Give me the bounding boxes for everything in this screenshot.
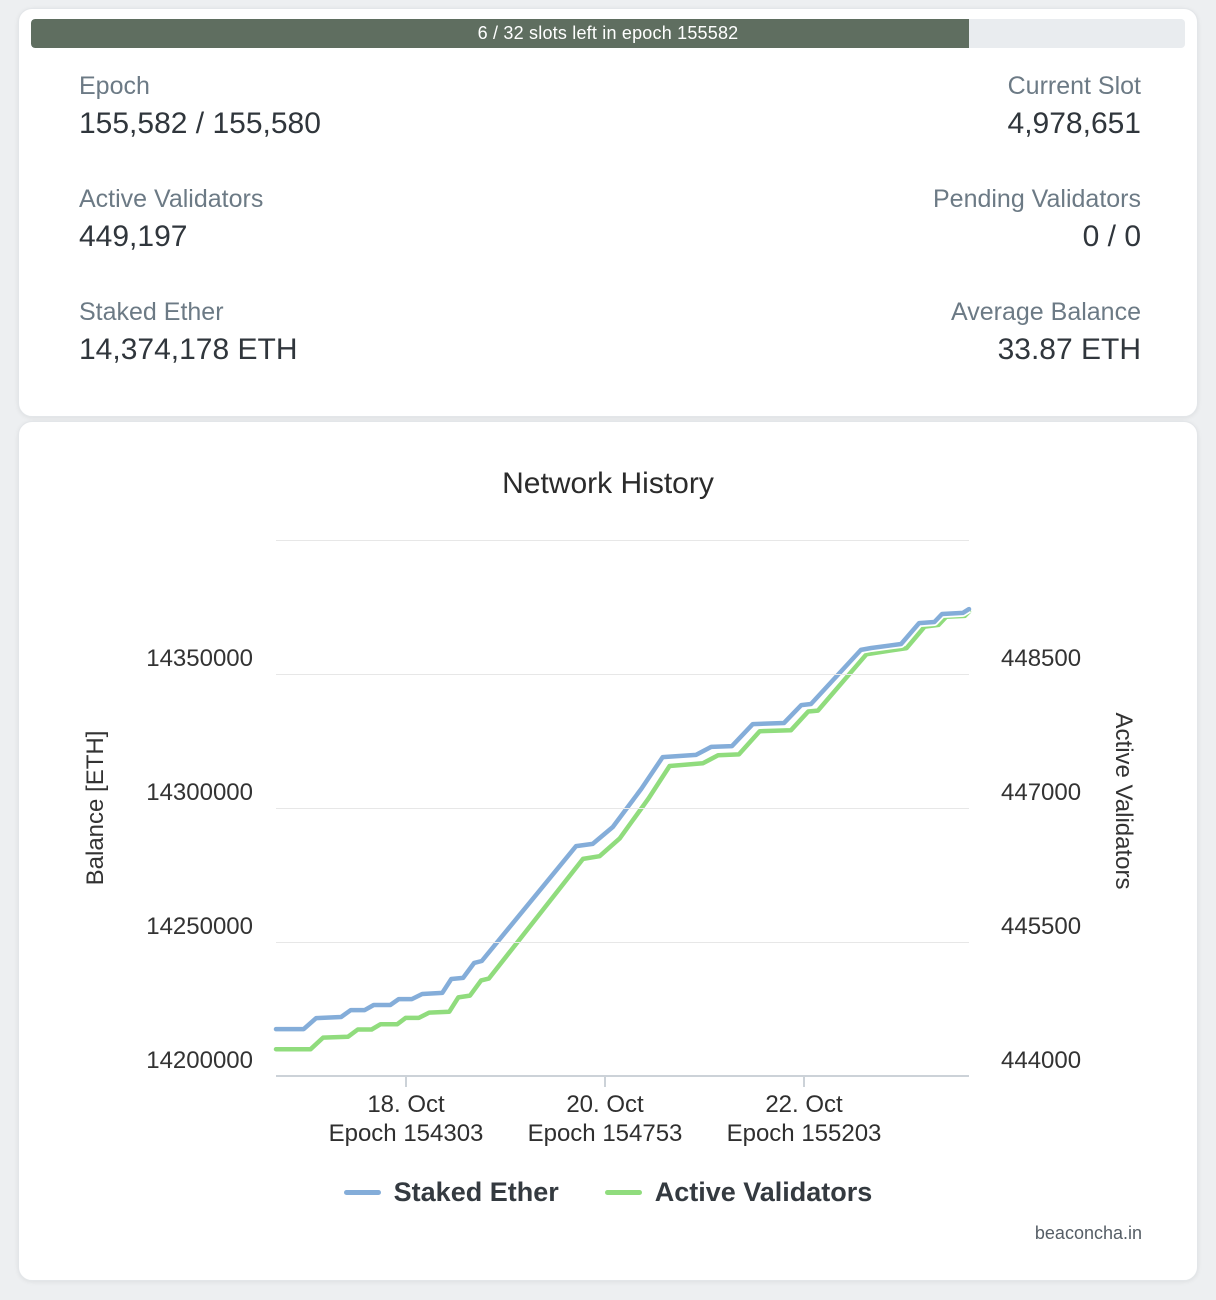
gridline [276,540,969,541]
stat-pending-validators-value: 0 / 0 [1082,220,1141,253]
x-axis-tick-mark [604,1076,606,1087]
beaconcha-watermark: beaconcha.in [1034,1223,1142,1243]
staked-ether-line [273,606,972,1032]
stat-average-balance: Average Balance 33.87 ETH [951,298,1141,367]
epoch-progress-label: 6 / 32 slots left in epoch 155582 [477,23,739,43]
stat-active-validators: Active Validators 449,197 [79,185,263,254]
stat-current-slot-label: Current Slot [1007,72,1141,100]
stat-staked-ether-label: Staked Ether [79,298,224,326]
y-axis-tick-label-left: 14300000 [146,779,253,806]
x-axis-tick-mark [803,1076,805,1087]
gridline [276,942,969,943]
x-tick-date: 18. Oct [367,1091,445,1118]
stat-epoch-label: Epoch [79,72,150,100]
active-validators-line-swatch [604,1190,642,1195]
network-history-chart-card: Network History Balance [ETH] Active Val… [18,421,1198,1281]
legend-label-active-validators: Active Validators [654,1177,873,1207]
stat-current-slot: Current Slot 4,978,651 [1008,72,1141,141]
stat-row: Staked Ether 14,374,178 ETH Average Bala… [79,298,1141,367]
stats-grid: Epoch 155,582 / 155,580 Current Slot 4,9… [79,72,1141,411]
x-axis-tick-mark [405,1076,407,1087]
gridline [276,674,969,675]
network-stats-card: 6 / 32 slots left in epoch 155582 Epoch … [18,8,1198,417]
x-tick-epoch: Epoch 154753 [527,1120,683,1147]
chart-plot-area [273,540,972,1087]
x-axis-tick-label: 20. Oct Epoch 154753 [495,1090,715,1148]
chart-legend: Staked Ether Active Validators [19,1177,1197,1208]
x-tick-epoch: Epoch 154303 [328,1120,484,1147]
y-axis-tick-label-right: 447000 [1001,779,1082,806]
legend-item-staked-ether[interactable]: Staked Ether [343,1177,559,1208]
stat-epoch: Epoch 155,582 / 155,580 [79,72,321,141]
stat-active-validators-value: 449,197 [79,220,188,253]
stat-epoch-value: 155,582 / 155,580 [79,107,321,140]
x-tick-epoch: Epoch 155203 [726,1120,882,1147]
x-axis-tick-label: 22. Oct Epoch 155203 [694,1090,914,1148]
y-axis-title-left: Balance [ETH] [82,730,109,886]
gridline [276,808,969,809]
stat-active-validators-label: Active Validators [79,185,264,213]
x-axis-tick-label: 18. Oct Epoch 154303 [296,1090,516,1148]
epoch-progress-bar: 6 / 32 slots left in epoch 155582 [31,19,1185,48]
active-validators-line-underlay [276,608,972,1054]
chart-series-svg [273,605,972,1054]
y-axis-tick-label-right: 448500 [1001,645,1082,672]
y-axis-tick-label-left: 14200000 [146,1047,253,1074]
stat-pending-validators-label: Pending Validators [932,185,1141,213]
x-axis-line [276,1075,969,1077]
y-axis-tick-label-left: 14350000 [146,645,253,672]
stat-row: Epoch 155,582 / 155,580 Current Slot 4,9… [79,72,1141,141]
active-validators-line [273,609,972,1052]
stat-staked-ether: Staked Ether 14,374,178 ETH [79,298,297,367]
stat-average-balance-label: Average Balance [951,298,1141,326]
stat-current-slot-value: 4,978,651 [1007,107,1141,140]
y-axis-tick-label-right: 444000 [1001,1047,1082,1074]
staked-ether-line-underlay [276,605,972,1034]
stat-staked-ether-value: 14,374,178 ETH [79,333,298,366]
y-axis-tick-label-left: 14250000 [146,913,253,940]
y-axis-tick-label-right: 445500 [1001,913,1082,940]
x-tick-date: 20. Oct [566,1091,644,1118]
x-tick-date: 22. Oct [765,1091,843,1118]
staked-ether-line-swatch [343,1190,381,1195]
epoch-progress-fill [31,19,969,48]
legend-label-staked-ether: Staked Ether [393,1177,559,1207]
stat-average-balance-value: 33.87 ETH [997,333,1141,366]
stat-pending-validators: Pending Validators 0 / 0 [933,185,1141,254]
stat-row: Active Validators 449,197 Pending Valida… [79,185,1141,254]
legend-item-active-validators[interactable]: Active Validators [604,1177,873,1208]
chart-title: Network History [502,467,714,500]
